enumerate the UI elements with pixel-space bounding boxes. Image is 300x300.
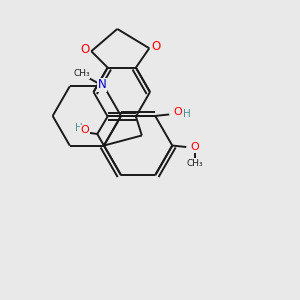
Text: O: O <box>151 40 160 53</box>
Text: O: O <box>173 107 182 117</box>
Text: O: O <box>80 125 89 135</box>
Text: N: N <box>98 78 107 92</box>
Text: H: H <box>183 109 191 118</box>
Text: O: O <box>80 43 89 56</box>
Text: H: H <box>75 123 83 133</box>
Text: CH₃: CH₃ <box>73 69 90 78</box>
Text: O: O <box>190 142 199 152</box>
Text: CH₃: CH₃ <box>186 159 203 168</box>
